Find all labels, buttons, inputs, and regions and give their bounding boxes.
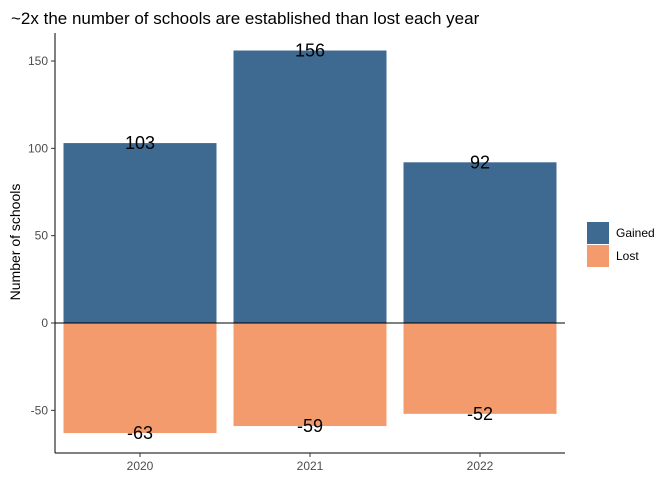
x-tick-label: 2021 [297,459,324,473]
data-label-gained-2020: 103 [125,133,155,153]
y-tick-label: 0 [41,316,48,330]
bar-lost-2022 [403,323,557,414]
x-tick-label: 2022 [467,459,494,473]
legend-key-lost [587,245,609,267]
legend-key-gained [587,222,609,244]
bar-gained-2022 [403,162,557,323]
y-tick-label: 100 [28,141,48,155]
bar-lost-2021 [233,323,387,427]
y-axis-title: Number of schools [7,184,23,301]
bar-gained-2020 [63,143,217,323]
x-tick-label: 2020 [127,459,154,473]
bar-lost-2020 [63,323,217,434]
legend-label-gained: Gained [616,226,655,240]
y-tick-label: -50 [31,403,49,417]
y-tick-label: 50 [35,229,49,243]
legend: Gained Lost [587,222,655,267]
data-label-lost-2022: -52 [467,404,493,424]
data-label-lost-2021: -59 [297,416,323,436]
data-label-gained-2021: 156 [295,41,325,61]
data-label-lost-2020: -63 [127,423,153,443]
y-tick-label: 150 [28,54,48,68]
legend-label-lost: Lost [616,249,639,263]
data-label-gained-2022: 92 [470,152,490,172]
chart-title: ~2x the number of schools are establishe… [11,9,480,28]
bar-gained-2021 [233,50,387,324]
